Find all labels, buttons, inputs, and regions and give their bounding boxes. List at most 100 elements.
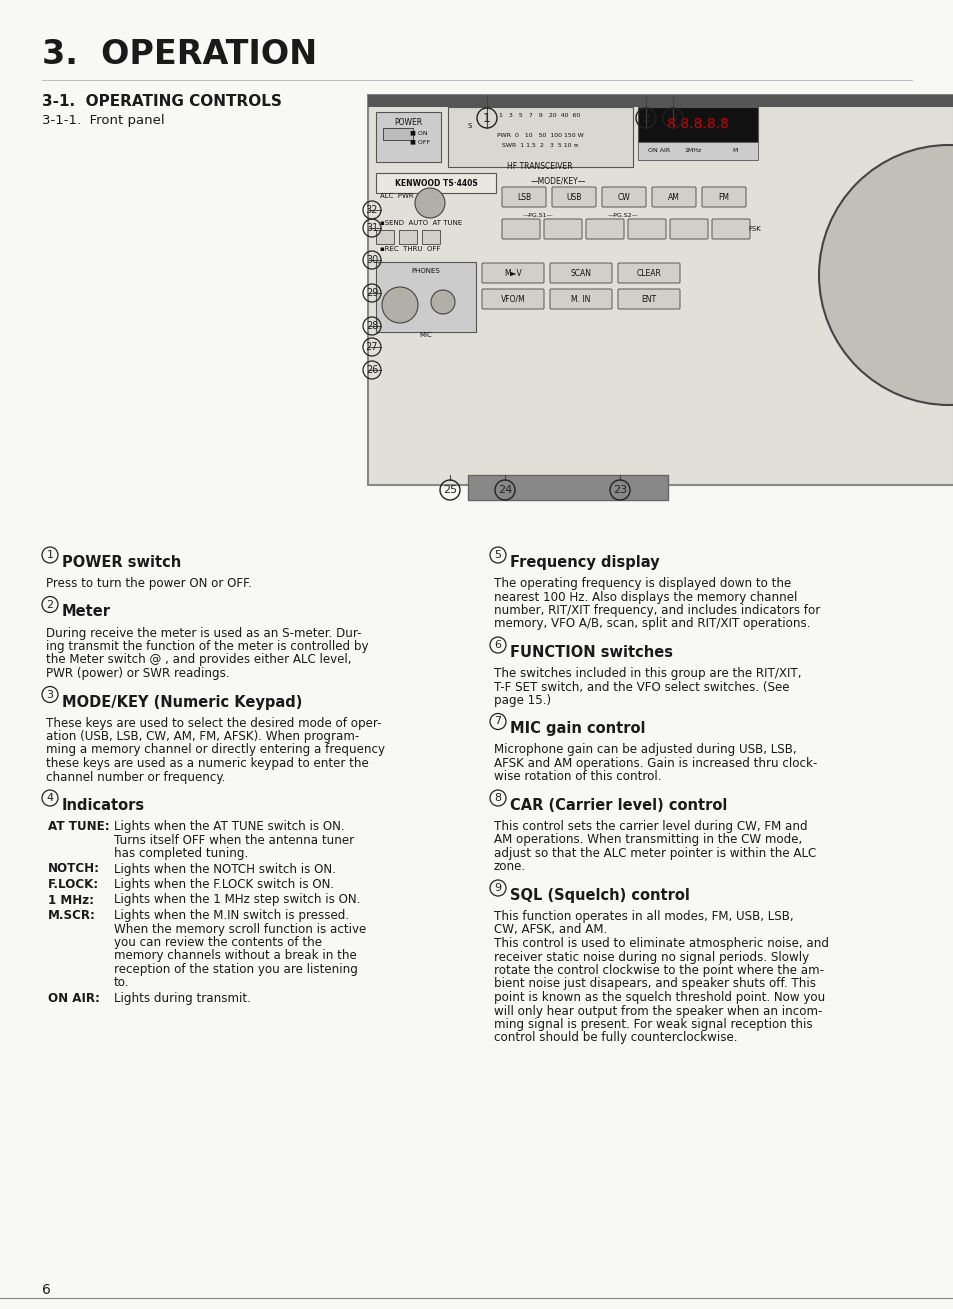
Bar <box>375 262 476 332</box>
Text: USB: USB <box>566 192 581 202</box>
Text: 31: 31 <box>366 223 377 233</box>
Text: you can review the contents of the: you can review the contents of the <box>113 936 322 949</box>
Text: PWR (power) or SWR readings.: PWR (power) or SWR readings. <box>46 668 230 679</box>
Text: M. IN: M. IN <box>571 295 590 304</box>
Text: 4: 4 <box>47 793 53 802</box>
Text: point is known as the squelch threshold point. Now you: point is known as the squelch threshold … <box>494 991 824 1004</box>
FancyBboxPatch shape <box>501 219 539 240</box>
Text: number, RIT/XIT frequency, and includes indicators for: number, RIT/XIT frequency, and includes … <box>494 603 820 617</box>
FancyBboxPatch shape <box>618 289 679 309</box>
FancyBboxPatch shape <box>651 187 696 207</box>
Text: 6: 6 <box>494 640 501 651</box>
Text: Meter: Meter <box>62 605 111 619</box>
Text: VFO/M: VFO/M <box>500 295 525 304</box>
Text: MIC: MIC <box>419 332 432 338</box>
Bar <box>368 96 953 107</box>
Text: SQL (Squelch) control: SQL (Squelch) control <box>510 888 689 903</box>
Text: 8: 8 <box>494 793 501 802</box>
FancyBboxPatch shape <box>481 263 543 283</box>
Text: PWR  0   10   50  100 150 W: PWR 0 10 50 100 150 W <box>497 134 583 137</box>
Text: T-F SET switch, and the VFO select switches. (See: T-F SET switch, and the VFO select switc… <box>494 681 789 694</box>
Text: memory, VFO A/B, scan, split and RIT/XIT operations.: memory, VFO A/B, scan, split and RIT/XIT… <box>494 618 810 631</box>
Bar <box>448 107 633 168</box>
Text: reception of the station you are listening: reception of the station you are listeni… <box>113 963 357 977</box>
Text: KENWOOD TS·440S: KENWOOD TS·440S <box>395 178 476 187</box>
Text: M: M <box>732 148 738 153</box>
Text: The switches included in this group are the RIT/XIT,: The switches included in this group are … <box>494 668 801 679</box>
Circle shape <box>818 145 953 404</box>
Text: Lights when the M.IN switch is pressed.: Lights when the M.IN switch is pressed. <box>113 908 349 922</box>
Text: ming signal is present. For weak signal reception this: ming signal is present. For weak signal … <box>494 1018 812 1031</box>
Text: 32: 32 <box>365 206 377 215</box>
Bar <box>375 173 496 192</box>
Text: memory channels without a break in the: memory channels without a break in the <box>113 949 356 962</box>
Text: During receive the meter is used as an S-meter. Dur-: During receive the meter is used as an S… <box>46 627 361 640</box>
Text: channel number or frequency.: channel number or frequency. <box>46 771 225 784</box>
FancyBboxPatch shape <box>543 219 581 240</box>
Text: 2: 2 <box>47 600 53 610</box>
FancyBboxPatch shape <box>627 219 665 240</box>
Circle shape <box>381 287 417 323</box>
FancyBboxPatch shape <box>550 263 612 283</box>
FancyBboxPatch shape <box>618 263 679 283</box>
Text: 27: 27 <box>365 342 377 352</box>
Text: 7: 7 <box>494 716 501 726</box>
Text: MIC gain control: MIC gain control <box>510 721 645 737</box>
Text: CW: CW <box>617 192 630 202</box>
Text: M►V: M►V <box>503 268 521 278</box>
Text: receiver static noise during no signal periods. Slowly: receiver static noise during no signal p… <box>494 950 808 963</box>
Text: rotate the control clockwise to the point where the am-: rotate the control clockwise to the poin… <box>494 963 823 977</box>
Text: Lights when the NOTCH switch is ON.: Lights when the NOTCH switch is ON. <box>113 863 335 876</box>
Text: adjust so that the ALC meter pointer is within the ALC: adjust so that the ALC meter pointer is … <box>494 847 816 860</box>
Text: FSK: FSK <box>747 226 760 232</box>
Text: 24: 24 <box>497 486 512 495</box>
Text: 3: 3 <box>668 111 677 124</box>
Text: —PG.S2—: —PG.S2— <box>607 213 639 219</box>
Text: —MODE/KEY—: —MODE/KEY— <box>530 175 585 185</box>
FancyBboxPatch shape <box>701 187 745 207</box>
Bar <box>375 230 394 243</box>
Text: 2: 2 <box>641 111 649 124</box>
Text: FM: FM <box>718 192 729 202</box>
Text: 6: 6 <box>42 1283 51 1297</box>
Text: ation (USB, LSB, CW, AM, FM, AFSK). When program-: ation (USB, LSB, CW, AM, FM, AFSK). When… <box>46 730 359 744</box>
Bar <box>468 475 667 500</box>
Text: 26: 26 <box>365 365 377 374</box>
Text: AM operations. When transmitting in the CW mode,: AM operations. When transmitting in the … <box>494 834 801 847</box>
Text: FUNCTION switches: FUNCTION switches <box>510 645 672 660</box>
Text: POWER: POWER <box>394 118 421 127</box>
Text: 3.  OPERATION: 3. OPERATION <box>42 38 317 71</box>
FancyBboxPatch shape <box>501 187 545 207</box>
Text: 29: 29 <box>365 288 377 298</box>
Text: AM: AM <box>667 192 679 202</box>
Text: wise rotation of this control.: wise rotation of this control. <box>494 771 660 784</box>
Text: —PG.S1—: —PG.S1— <box>522 213 553 219</box>
Text: NOTCH:: NOTCH: <box>48 863 100 876</box>
Text: 23: 23 <box>612 486 626 495</box>
Text: Lights when the AT TUNE switch is ON.: Lights when the AT TUNE switch is ON. <box>113 819 344 833</box>
Text: 25: 25 <box>442 486 456 495</box>
Text: Frequency display: Frequency display <box>510 555 659 569</box>
Text: 3-1.  OPERATING CONTROLS: 3-1. OPERATING CONTROLS <box>42 94 281 109</box>
Text: has completed tuning.: has completed tuning. <box>113 847 248 860</box>
Text: ▪SEND  AUTO  AT TUNE: ▪SEND AUTO AT TUNE <box>379 220 462 226</box>
Text: 30: 30 <box>366 255 377 264</box>
Circle shape <box>431 291 455 314</box>
Text: ming a memory channel or directly entering a frequency: ming a memory channel or directly enteri… <box>46 744 385 757</box>
Text: POWER switch: POWER switch <box>62 555 181 569</box>
Text: These keys are used to select the desired mode of oper-: These keys are used to select the desire… <box>46 716 381 729</box>
Bar <box>375 113 440 162</box>
Text: control should be fully counterclockwise.: control should be fully counterclockwise… <box>494 1031 737 1045</box>
Bar <box>421 230 439 243</box>
Text: F.LOCK:: F.LOCK: <box>48 878 99 891</box>
Text: M.SCR:: M.SCR: <box>48 908 95 922</box>
Text: PHONES: PHONES <box>411 268 440 274</box>
FancyBboxPatch shape <box>601 187 645 207</box>
Text: CW, AFSK, and AM.: CW, AFSK, and AM. <box>494 924 607 936</box>
Text: Microphone gain can be adjusted during USB, LSB,: Microphone gain can be adjusted during U… <box>494 744 796 757</box>
Text: This control sets the carrier level during CW, FM and: This control sets the carrier level duri… <box>494 819 807 833</box>
Text: nearest 100 Hz. Also displays the memory channel: nearest 100 Hz. Also displays the memory… <box>494 590 797 603</box>
Text: AT TUNE:: AT TUNE: <box>48 819 110 833</box>
Text: Lights during transmit.: Lights during transmit. <box>113 992 251 1005</box>
Text: will only hear output from the speaker when an incom-: will only hear output from the speaker w… <box>494 1004 821 1017</box>
